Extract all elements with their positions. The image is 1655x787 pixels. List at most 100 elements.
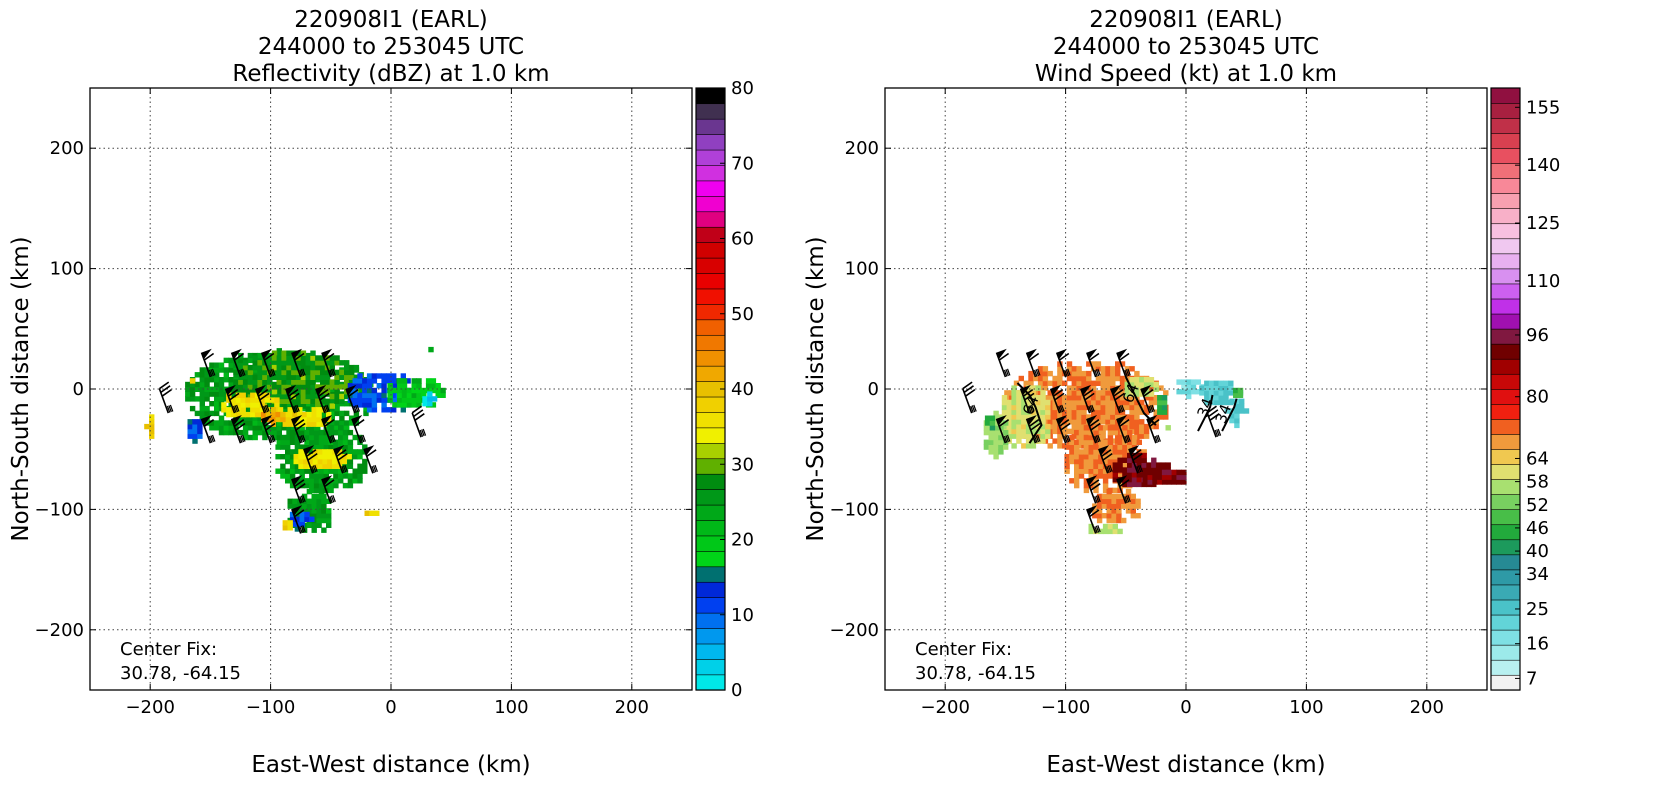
field-cell bbox=[1116, 498, 1122, 504]
field-cell bbox=[1095, 361, 1102, 367]
field-cell bbox=[293, 458, 299, 465]
field-cell bbox=[1071, 404, 1077, 411]
field-cell bbox=[347, 473, 354, 479]
field-cell bbox=[357, 373, 363, 379]
field-cell bbox=[214, 410, 220, 417]
field-cell bbox=[1064, 454, 1070, 460]
wind-barb bbox=[285, 384, 300, 414]
field-cell bbox=[347, 444, 354, 450]
field-cell bbox=[204, 391, 210, 397]
field-cell bbox=[1204, 380, 1210, 386]
field-cell bbox=[1071, 370, 1077, 377]
field-cell bbox=[1148, 377, 1155, 383]
field-cell bbox=[1141, 449, 1147, 455]
y-tick-label: −200 bbox=[830, 620, 879, 641]
field-cell bbox=[1171, 474, 1177, 480]
colorbar-segment bbox=[1490, 117, 1521, 134]
field-cell bbox=[297, 416, 303, 423]
field-cell bbox=[297, 421, 303, 427]
field-cell bbox=[344, 384, 350, 390]
field-cell bbox=[397, 397, 403, 403]
field-cell bbox=[1021, 433, 1027, 439]
field-cell bbox=[333, 478, 339, 484]
wind-barb bbox=[291, 415, 306, 444]
colorbar-segment bbox=[1490, 554, 1521, 571]
field-cell bbox=[428, 346, 434, 353]
field-cell bbox=[1129, 366, 1135, 372]
field-cell bbox=[230, 411, 237, 418]
field-cell bbox=[1083, 454, 1090, 460]
chart-title-line-2: 244000 to 253045 UTC bbox=[258, 34, 524, 60]
y-tick-label: 200 bbox=[845, 138, 879, 159]
field-cell bbox=[316, 416, 322, 423]
field-cell bbox=[406, 397, 413, 403]
field-cell bbox=[242, 429, 249, 436]
field-cell bbox=[320, 360, 326, 366]
field-cell bbox=[1190, 384, 1197, 390]
wind-barb bbox=[1146, 415, 1161, 444]
field-cell bbox=[1234, 417, 1240, 424]
field-cell bbox=[1057, 390, 1063, 396]
field-cell bbox=[1102, 468, 1109, 474]
field-cell bbox=[1112, 462, 1118, 468]
field-cell bbox=[281, 360, 287, 366]
field-region bbox=[1092, 488, 1141, 524]
field-cell bbox=[1204, 390, 1210, 396]
wind-barb bbox=[254, 384, 270, 414]
colorbar-segment bbox=[695, 396, 726, 413]
field-cell bbox=[275, 411, 281, 418]
x-axis-label: East-West distance (km) bbox=[1046, 752, 1325, 778]
field-cell bbox=[209, 410, 215, 417]
field-cell bbox=[262, 369, 268, 376]
field-cell bbox=[344, 393, 350, 400]
field-cell bbox=[1181, 474, 1187, 480]
field-cell bbox=[1100, 399, 1106, 406]
field-cell bbox=[366, 392, 373, 398]
field-cell bbox=[1095, 390, 1102, 396]
field-cell bbox=[295, 398, 302, 404]
field-cell bbox=[306, 522, 313, 528]
field-cell bbox=[1096, 513, 1103, 519]
field-cell bbox=[1071, 366, 1077, 372]
field-cell bbox=[376, 397, 382, 403]
field-cell bbox=[1141, 457, 1147, 463]
field-cell bbox=[304, 429, 310, 436]
field-cell bbox=[1129, 404, 1135, 411]
field-cell bbox=[289, 454, 296, 460]
field-cell bbox=[267, 403, 273, 409]
field-cell bbox=[240, 407, 246, 413]
field-cell bbox=[282, 525, 288, 531]
field-cell bbox=[1122, 449, 1128, 455]
field-cell bbox=[1090, 404, 1097, 411]
field-cell bbox=[276, 379, 282, 385]
field-cell bbox=[381, 373, 387, 379]
field-cell bbox=[1093, 478, 1099, 484]
center-fix-annotation-line: Center Fix: bbox=[915, 639, 1012, 660]
field-cell bbox=[1071, 399, 1077, 406]
field-cell bbox=[281, 350, 287, 356]
wind-speed-panel: 220908I1 (EARL)244000 to 253045 UTCWind … bbox=[803, 7, 1560, 778]
field-cell bbox=[245, 402, 251, 408]
chart-title-line-3: Wind Speed (kt) at 1.0 km bbox=[1035, 61, 1337, 87]
field-cell bbox=[1239, 398, 1245, 404]
field-cell bbox=[1062, 428, 1068, 435]
field-cell bbox=[1006, 414, 1012, 420]
colorbar-tick-label: 34 bbox=[1526, 564, 1549, 585]
field-cell bbox=[425, 383, 432, 389]
field-region bbox=[983, 410, 1009, 460]
field-cell bbox=[334, 410, 340, 417]
field-cell bbox=[233, 357, 239, 364]
field-cell bbox=[386, 373, 392, 379]
field-cell bbox=[275, 468, 281, 474]
wind-barb bbox=[291, 348, 306, 378]
field-cell bbox=[252, 389, 258, 395]
field-cell bbox=[334, 369, 340, 376]
field-cell bbox=[1057, 433, 1063, 439]
field-cell bbox=[411, 392, 417, 398]
field-cell bbox=[1093, 482, 1099, 489]
field-cell bbox=[1218, 395, 1224, 401]
field-cell bbox=[327, 449, 333, 455]
field-cell bbox=[1190, 379, 1197, 385]
field-region bbox=[422, 391, 438, 407]
